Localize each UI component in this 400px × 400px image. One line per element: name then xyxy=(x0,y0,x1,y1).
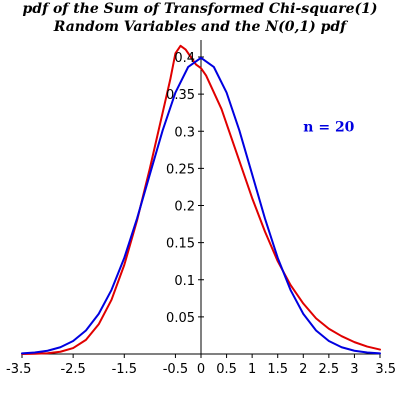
axes xyxy=(21,40,381,358)
chart-title: pdf of the Sum of Transformed Chi-square… xyxy=(22,1,378,17)
x-tick-label: 1.5 xyxy=(267,362,288,377)
y-tick-label: 0.4 xyxy=(174,51,195,66)
x-tick-label: 2 xyxy=(299,362,307,377)
labels-layer: -3.5 -2.5 -1.5 -0.5 0 0.5 1 1.5 2 2.5 3 3.5 0.05 0.1 0… xyxy=(6,51,396,377)
x-tick-label: 2.5 xyxy=(319,362,340,377)
y-tick-label: 0.25 xyxy=(166,162,195,177)
series-layer xyxy=(21,44,381,355)
y-tick-label: 0.35 xyxy=(166,88,195,103)
y-tick-label: 0.05 xyxy=(166,311,195,326)
series-line-2 xyxy=(21,56,381,355)
x-tick-label: 1 xyxy=(248,362,256,377)
y-tick-label: 0.2 xyxy=(174,200,195,215)
series-line-1 xyxy=(21,44,381,355)
x-tick-label: -3.5 xyxy=(6,362,31,377)
chart-subtitle: Random Variables and the N(0,1) pdf xyxy=(53,19,347,35)
x-tick-label: -1.5 xyxy=(112,362,137,377)
y-tick-label: 0.3 xyxy=(174,125,195,140)
annotation-label: n = 20 xyxy=(303,119,354,135)
y-tick-label: 0.15 xyxy=(166,237,195,252)
x-tick-label: 3.5 xyxy=(375,362,396,377)
x-tick-label: -0.5 xyxy=(163,362,188,377)
y-tick-label: 0.1 xyxy=(174,274,195,289)
x-tick-label: 0 xyxy=(197,362,205,377)
x-tick-label: 3 xyxy=(350,362,358,377)
x-tick-label: -2.5 xyxy=(60,362,85,377)
x-tick-label: 0.5 xyxy=(216,362,237,377)
